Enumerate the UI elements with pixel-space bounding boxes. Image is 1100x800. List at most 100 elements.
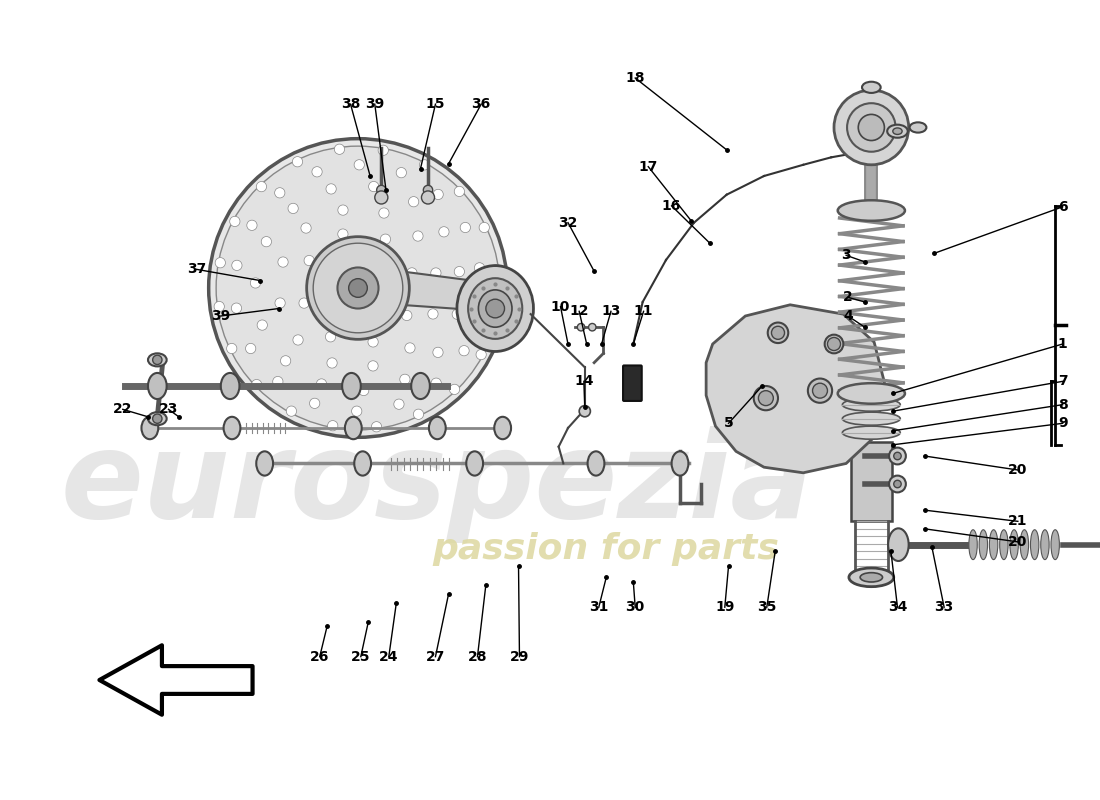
Text: 15: 15 [426, 97, 446, 111]
Text: 13: 13 [602, 304, 620, 318]
Circle shape [460, 222, 471, 233]
Circle shape [408, 197, 419, 207]
Ellipse shape [354, 451, 371, 476]
Circle shape [431, 268, 441, 278]
Circle shape [807, 378, 832, 403]
Text: 8: 8 [1058, 398, 1067, 412]
Circle shape [368, 182, 378, 192]
Text: 17: 17 [639, 160, 658, 174]
Text: eurospezia: eurospezia [60, 426, 814, 542]
Circle shape [452, 309, 462, 319]
Text: 21: 21 [1008, 514, 1027, 528]
Text: 24: 24 [379, 650, 398, 664]
Text: 11: 11 [634, 304, 653, 318]
Text: 1: 1 [1058, 337, 1067, 351]
Circle shape [257, 320, 267, 330]
Circle shape [293, 335, 304, 345]
Polygon shape [706, 305, 886, 473]
Circle shape [349, 278, 367, 298]
Ellipse shape [989, 530, 998, 560]
Ellipse shape [345, 417, 362, 439]
Circle shape [439, 226, 449, 237]
Circle shape [317, 379, 327, 389]
Ellipse shape [148, 412, 167, 426]
Circle shape [231, 303, 242, 314]
Text: 9: 9 [1058, 416, 1067, 430]
Circle shape [492, 264, 502, 274]
Text: 23: 23 [158, 402, 178, 416]
Text: passion for parts: passion for parts [432, 532, 779, 566]
Circle shape [293, 157, 303, 167]
Text: 22: 22 [113, 402, 132, 416]
Circle shape [486, 299, 505, 318]
Ellipse shape [256, 451, 273, 476]
Ellipse shape [849, 148, 866, 158]
Circle shape [338, 267, 378, 309]
Circle shape [407, 268, 417, 278]
Ellipse shape [849, 568, 893, 586]
Text: 7: 7 [1058, 374, 1067, 388]
Ellipse shape [1010, 530, 1019, 560]
Circle shape [459, 346, 470, 356]
Ellipse shape [148, 354, 167, 366]
Ellipse shape [843, 412, 900, 426]
Circle shape [893, 480, 901, 488]
Circle shape [847, 103, 895, 152]
Ellipse shape [478, 290, 512, 327]
Ellipse shape [1041, 530, 1049, 560]
Circle shape [889, 476, 906, 493]
Circle shape [813, 383, 827, 398]
Circle shape [312, 166, 322, 177]
FancyArrowPatch shape [99, 646, 253, 714]
Circle shape [378, 145, 388, 155]
Ellipse shape [494, 417, 512, 439]
Circle shape [216, 146, 499, 430]
Text: 39: 39 [365, 97, 384, 111]
Circle shape [580, 406, 591, 417]
Circle shape [261, 237, 272, 247]
Circle shape [326, 184, 337, 194]
Text: 34: 34 [888, 600, 907, 614]
Circle shape [768, 322, 789, 343]
Circle shape [328, 421, 338, 431]
Circle shape [424, 186, 432, 194]
Ellipse shape [893, 128, 902, 134]
Text: 25: 25 [351, 650, 371, 664]
Ellipse shape [223, 417, 241, 439]
Circle shape [474, 262, 485, 273]
Text: 30: 30 [626, 600, 645, 614]
Circle shape [825, 334, 844, 354]
Text: 31: 31 [590, 600, 608, 614]
Circle shape [214, 302, 224, 312]
Circle shape [414, 409, 424, 419]
Circle shape [827, 338, 840, 350]
Circle shape [334, 144, 344, 154]
Circle shape [252, 379, 262, 390]
Circle shape [275, 298, 285, 308]
Circle shape [758, 390, 773, 406]
Ellipse shape [342, 373, 361, 399]
Text: 20: 20 [1009, 463, 1027, 477]
Circle shape [153, 355, 162, 365]
Ellipse shape [843, 426, 900, 439]
Circle shape [771, 326, 784, 339]
Circle shape [491, 308, 501, 318]
Ellipse shape [456, 266, 534, 351]
Circle shape [419, 160, 430, 170]
Circle shape [278, 257, 288, 267]
Text: 28: 28 [468, 650, 487, 664]
Ellipse shape [888, 125, 907, 138]
Circle shape [359, 386, 369, 396]
Circle shape [394, 399, 404, 410]
Circle shape [230, 216, 240, 226]
Circle shape [227, 343, 236, 354]
Ellipse shape [838, 383, 905, 404]
Circle shape [314, 243, 403, 333]
Circle shape [304, 255, 315, 266]
Circle shape [299, 298, 309, 308]
Text: 6: 6 [1058, 200, 1067, 214]
Circle shape [327, 358, 338, 368]
Ellipse shape [843, 398, 900, 411]
Circle shape [421, 191, 434, 204]
Circle shape [288, 203, 298, 214]
